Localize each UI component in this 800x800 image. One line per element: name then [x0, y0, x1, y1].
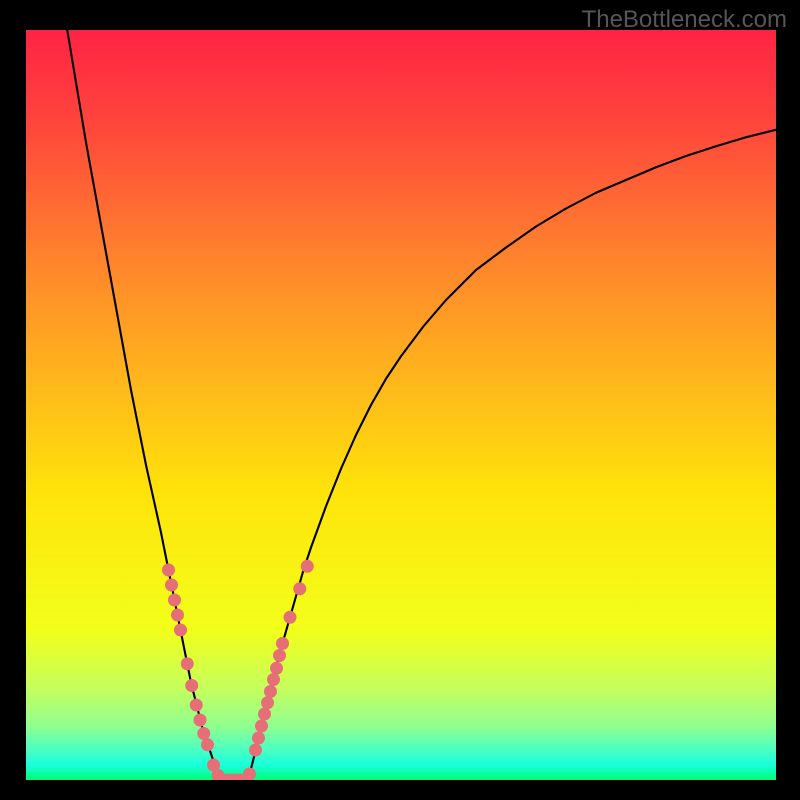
curve-marker	[202, 739, 214, 751]
curve-marker	[166, 579, 178, 591]
curve-marker	[301, 560, 313, 572]
curve-marker	[271, 662, 283, 674]
curve-marker	[244, 768, 256, 780]
curve-marker	[274, 650, 286, 662]
curve-marker	[190, 699, 202, 711]
curve-marker	[194, 714, 206, 726]
curve-marker	[186, 680, 198, 692]
curve-marker	[277, 638, 289, 650]
curve-marker	[256, 720, 268, 732]
curve-marker	[175, 624, 187, 636]
curve-marker	[181, 658, 193, 670]
marker-group	[163, 560, 314, 780]
plot-svg	[26, 30, 776, 780]
curve-marker	[253, 732, 265, 744]
curve-marker	[172, 609, 184, 621]
curve-marker	[284, 611, 296, 623]
curve-marker	[198, 728, 210, 740]
curve-marker	[262, 697, 274, 709]
watermark-text: TheBottleneck.com	[582, 6, 787, 34]
curve-marker	[250, 744, 262, 756]
curve-marker	[268, 674, 280, 686]
plot-area	[26, 30, 776, 780]
curve-marker	[265, 686, 277, 698]
curve-marker	[169, 594, 181, 606]
chart-frame: TheBottleneck.com	[0, 0, 800, 800]
bottleneck-curve	[67, 30, 776, 780]
curve-marker	[259, 708, 271, 720]
curve-marker	[163, 564, 175, 576]
curve-marker	[294, 583, 306, 595]
